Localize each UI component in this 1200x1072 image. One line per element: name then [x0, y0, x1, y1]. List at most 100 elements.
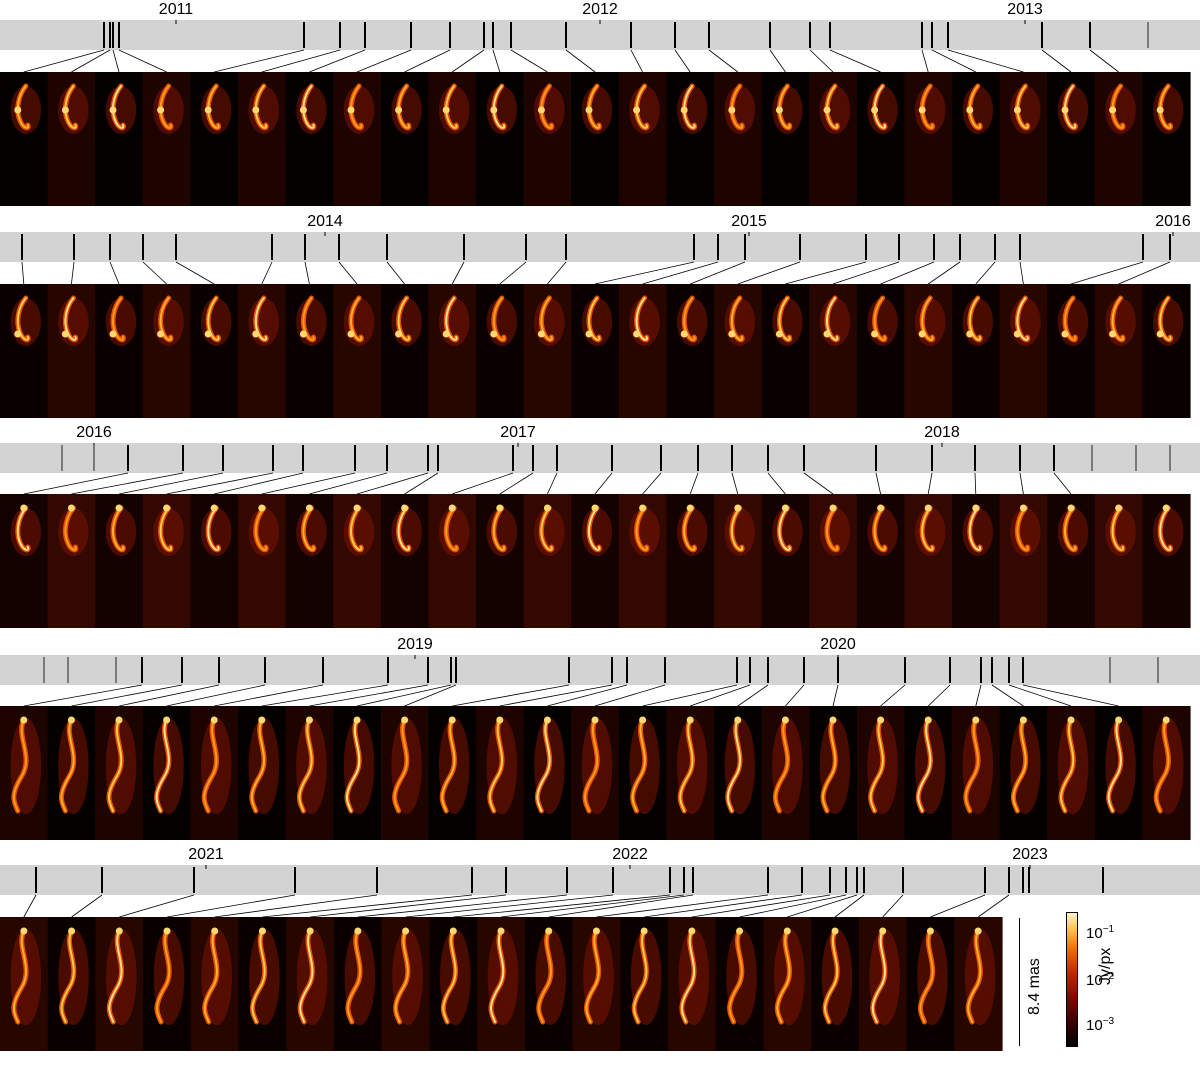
- year-label: 2016: [1155, 213, 1191, 230]
- image-panel: [476, 494, 525, 628]
- epoch-connector: [499, 472, 534, 495]
- image-panel: [0, 917, 49, 1051]
- epoch-connector: [142, 261, 167, 285]
- image-panel: [142, 72, 191, 206]
- epoch-connector: [166, 684, 266, 707]
- image-panel: [428, 72, 477, 206]
- epoch-connector: [1089, 49, 1119, 73]
- epoch-connector: [214, 49, 305, 73]
- image-panel: [333, 494, 382, 628]
- image-panel: [95, 494, 144, 628]
- image-panel: [380, 284, 429, 418]
- image-panel: [190, 284, 239, 418]
- image-panel: [714, 494, 763, 628]
- image-panel: [952, 706, 1001, 840]
- epoch-connector: [309, 684, 429, 707]
- year-label: 2018: [924, 424, 960, 441]
- epoch-connector: [674, 49, 691, 73]
- image-panel: [809, 284, 858, 418]
- epoch-connector: [548, 894, 694, 918]
- image-panel: [238, 494, 287, 628]
- image-panel: [1094, 284, 1143, 418]
- epoch-connector: [21, 261, 25, 285]
- epoch-connector: [737, 261, 801, 285]
- epoch-connector: [596, 894, 769, 918]
- image-panel: [761, 284, 810, 418]
- epoch-connector: [452, 472, 514, 495]
- image-panel: [285, 494, 334, 628]
- epoch-connector: [594, 472, 613, 495]
- epoch-connector: [404, 472, 439, 495]
- epoch-connector: [882, 894, 904, 918]
- image-panel: [143, 917, 192, 1051]
- epoch-connector: [927, 261, 961, 285]
- image-panel: [618, 72, 667, 206]
- epoch-connector: [118, 684, 220, 707]
- image-panel: [618, 494, 667, 628]
- image-panel: [333, 72, 382, 206]
- epoch-connector: [690, 261, 746, 285]
- epoch-connector: [930, 894, 986, 918]
- colorbar-tick: 10−2: [1086, 971, 1115, 989]
- epoch-connector: [1008, 684, 1072, 707]
- epoch-connector: [166, 472, 274, 495]
- epoch-connector: [261, 49, 341, 73]
- image-panel: [904, 284, 953, 418]
- epoch-connector: [767, 472, 786, 495]
- epoch-connector: [708, 49, 739, 73]
- image-panel: [190, 72, 239, 206]
- epoch-connector: [547, 684, 628, 707]
- image-panel: [904, 494, 953, 628]
- year-label: 2012: [582, 1, 618, 18]
- image-panel: [285, 706, 334, 840]
- epoch-connector: [737, 684, 769, 707]
- image-panel: [428, 706, 477, 840]
- epoch-connector: [880, 261, 935, 285]
- scale-bar-label: 8.4 mas: [1026, 958, 1043, 1015]
- epoch-connector: [214, 472, 304, 495]
- epoch-connector: [1019, 472, 1024, 495]
- image-panel: [333, 284, 382, 418]
- year-label: 2013: [1007, 1, 1043, 18]
- image-panel: [904, 706, 953, 840]
- epoch-connector: [690, 684, 751, 707]
- epoch-connector: [71, 684, 183, 707]
- epoch-connector: [175, 261, 215, 285]
- image-panel: [95, 284, 144, 418]
- epoch-connector: [71, 49, 111, 73]
- epoch-connector: [492, 49, 501, 73]
- epoch-connector: [991, 684, 1024, 707]
- epoch-connector: [1041, 49, 1072, 73]
- epoch-connector: [23, 472, 129, 495]
- image-panel: [571, 72, 620, 206]
- image-panel: [47, 72, 96, 206]
- epoch-connector: [452, 684, 570, 707]
- image-panel: [714, 72, 763, 206]
- image-panel: [761, 494, 810, 628]
- image-panel: [380, 494, 429, 628]
- epoch-connector: [975, 684, 982, 707]
- epoch-connector: [451, 261, 465, 285]
- image-panel: [714, 706, 763, 840]
- epoch-connector: [927, 472, 933, 495]
- image-panel: [809, 72, 858, 206]
- image-panel: [285, 72, 334, 206]
- epoch-connector: [262, 894, 473, 918]
- image-panel: [618, 706, 667, 840]
- epoch-connector: [832, 684, 839, 707]
- epoch-connector: [594, 684, 666, 707]
- image-panel: [428, 494, 477, 628]
- image-panel: [571, 284, 620, 418]
- year-label: 2019: [397, 636, 433, 653]
- epoch-connector: [1019, 261, 1024, 285]
- epoch-connector: [404, 49, 451, 73]
- image-panel: [954, 917, 1003, 1051]
- epoch-connector: [644, 894, 803, 918]
- epoch-connector: [880, 684, 906, 707]
- image-panel: [1142, 706, 1191, 840]
- image-panel: [1094, 72, 1143, 206]
- epoch-connector: [731, 472, 739, 495]
- timeline-bar: [0, 443, 1200, 473]
- image-panel: [0, 494, 49, 628]
- epoch-connector: [510, 49, 548, 73]
